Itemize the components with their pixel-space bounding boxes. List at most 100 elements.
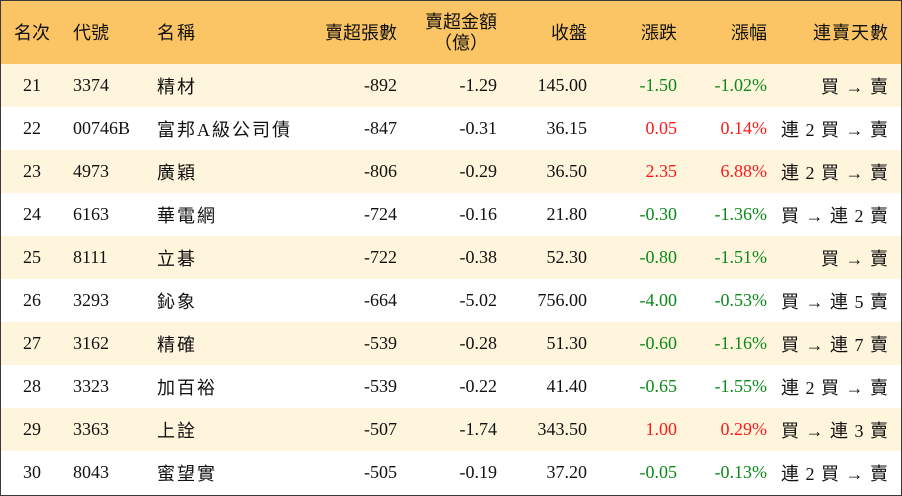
table-header: 名次 代號 名稱 賣超張數 賣超金額 （億） 收盤 漲跌 漲幅 連賣天數 — [1, 1, 901, 64]
name-cell: 上詮 — [157, 420, 197, 441]
change-pct-cell: 0.29% — [720, 419, 768, 439]
rank-cell: 30 — [23, 462, 41, 482]
change-cell: -1.50 — [639, 75, 678, 95]
lots-cell: -847 — [364, 118, 397, 138]
consecutive-days-cell: 連 2 買 → 賣 — [781, 377, 889, 398]
change-cell: -0.60 — [639, 333, 678, 353]
consecutive-days-cell: 買 → 連 5 賣 — [781, 291, 889, 312]
consecutive-days-cell: 買 → 連 7 賣 — [781, 334, 889, 355]
close-cell: 21.80 — [546, 204, 588, 224]
change-cell: -4.00 — [639, 290, 678, 310]
change-cell: 0.05 — [645, 118, 678, 138]
change-pct-cell: -1.02% — [714, 75, 768, 95]
change-pct-cell: -1.55% — [714, 376, 768, 396]
rank-cell: 26 — [23, 290, 41, 310]
change-cell: -0.05 — [639, 462, 678, 482]
rank-cell: 24 — [23, 204, 41, 224]
consecutive-days-cell: 買 → 賣 — [821, 76, 889, 97]
change-pct-cell: -0.13% — [714, 462, 768, 482]
amount-cell: -0.31 — [459, 118, 498, 138]
code-cell: 3162 — [73, 333, 109, 353]
change-cell: 1.00 — [645, 419, 678, 439]
change-cell: 2.35 — [645, 161, 678, 181]
change-pct-cell: 6.88% — [720, 161, 768, 181]
name-cell: 精確 — [157, 334, 197, 355]
consecutive-days-cell: 連 2 買 → 賣 — [781, 463, 889, 484]
header-row: 名次 代號 名稱 賣超張數 賣超金額 （億） 收盤 漲跌 漲幅 連賣天數 — [1, 1, 901, 64]
name-cell: 立碁 — [157, 248, 197, 269]
amount-cell: -0.19 — [459, 462, 498, 482]
lots-cell: -505 — [364, 462, 397, 482]
lots-cell: -724 — [364, 204, 397, 224]
close-cell: 41.40 — [546, 376, 588, 396]
code-cell: 3293 — [73, 290, 109, 310]
name-cell: 鈊象 — [157, 291, 197, 312]
amount-cell: -1.29 — [459, 75, 498, 95]
code-cell: 8111 — [73, 247, 108, 267]
name-cell: 加百裕 — [157, 377, 217, 398]
amount-cell: -0.38 — [459, 247, 498, 267]
code-cell: 00746B — [73, 118, 131, 138]
rank-cell: 29 — [23, 419, 41, 439]
amount-cell: -0.16 — [459, 204, 498, 224]
header-net-sell-amount-label: 賣超金額 （億） — [425, 12, 497, 54]
table-row: 23 4973 廣穎 -806 -0.29 36.50 2.35 6.88% 連 2 買 → 賣 — [1, 150, 901, 193]
name-cell: 精材 — [157, 76, 197, 97]
rank-cell: 21 — [23, 75, 41, 95]
amount-cell: -5.02 — [459, 290, 498, 310]
consecutive-days-cell: 買 → 連 3 賣 — [781, 420, 889, 441]
table-row: 24 6163 華電網 -724 -0.16 21.80 -0.30 -1.36% 買 → 連 … — [1, 193, 901, 236]
code-cell: 3323 — [73, 376, 109, 396]
header-name: 名稱 — [157, 22, 197, 43]
close-cell: 343.50 — [537, 419, 588, 439]
change-pct-cell: -1.16% — [714, 333, 768, 353]
table-row: 21 3374 精材 -892 -1.29 145.00 -1.50 -1.02% 買 → 賣 — [1, 64, 901, 107]
name-cell: 富邦A級公司債 — [157, 119, 292, 140]
code-cell: 6163 — [73, 204, 109, 224]
change-pct-cell: -1.51% — [714, 247, 768, 267]
close-cell: 145.00 — [537, 75, 588, 95]
lots-cell: -539 — [364, 376, 397, 396]
table-row: 25 8111 立碁 -722 -0.38 52.30 -0.80 -1.51% 買 → 賣 — [1, 236, 901, 279]
close-cell: 52.30 — [546, 247, 588, 267]
header-net-sell-amount: 賣超金額 （億） — [397, 1, 497, 64]
code-cell: 8043 — [73, 462, 109, 482]
close-cell: 36.50 — [546, 161, 588, 181]
table-row: 28 3323 加百裕 -539 -0.22 41.40 -0.65 -1.55% 連 2 買 … — [1, 365, 901, 408]
close-cell: 756.00 — [537, 290, 588, 310]
name-cell: 蜜望實 — [157, 463, 217, 484]
table-row: 22 00746B 富邦A級公司債 -847 -0.31 36.15 0.05 0.14% 連 … — [1, 107, 901, 150]
lots-cell: -806 — [364, 161, 397, 181]
header-close: 收盤 — [551, 22, 587, 43]
lots-cell: -507 — [364, 419, 397, 439]
consecutive-days-cell: 連 2 買 → 賣 — [781, 162, 889, 183]
change-cell: -0.80 — [639, 247, 678, 267]
amount-cell: -0.29 — [459, 161, 498, 181]
header-rank: 名次 — [14, 22, 50, 43]
change-cell: -0.30 — [639, 204, 678, 224]
consecutive-days-cell: 連 2 買 → 賣 — [781, 119, 889, 140]
code-cell: 4973 — [73, 161, 109, 181]
close-cell: 36.15 — [546, 118, 588, 138]
table-row: 29 3363 上詮 -507 -1.74 343.50 1.00 0.29% 買 → 連 3 … — [1, 408, 901, 451]
change-pct-cell: 0.14% — [720, 118, 768, 138]
table-row: 27 3162 精確 -539 -0.28 51.30 -0.60 -1.16% 買 → 連 7… — [1, 322, 901, 365]
rank-cell: 28 — [23, 376, 41, 396]
code-cell: 3363 — [73, 419, 109, 439]
header-net-sell-amount-line2: （億） — [434, 32, 488, 53]
table-row: 30 8043 蜜望實 -505 -0.19 37.20 -0.05 -0.13% 連 2 買 … — [1, 451, 901, 494]
consecutive-days-cell: 買 → 賣 — [821, 248, 889, 269]
table-row: 26 3293 鈊象 -664 -5.02 756.00 -4.00 -0.53% 買 → 連 … — [1, 279, 901, 322]
amount-cell: -0.28 — [459, 333, 498, 353]
header-consecutive-days: 連賣天數 — [813, 22, 889, 43]
header-change: 漲跌 — [641, 22, 677, 43]
rank-cell: 22 — [23, 118, 41, 138]
lots-cell: -722 — [364, 247, 397, 267]
amount-cell: -1.74 — [459, 419, 498, 439]
change-cell: -0.65 — [639, 376, 678, 396]
consecutive-days-cell: 買 → 連 2 賣 — [781, 205, 889, 226]
header-change-pct: 漲幅 — [731, 22, 767, 43]
